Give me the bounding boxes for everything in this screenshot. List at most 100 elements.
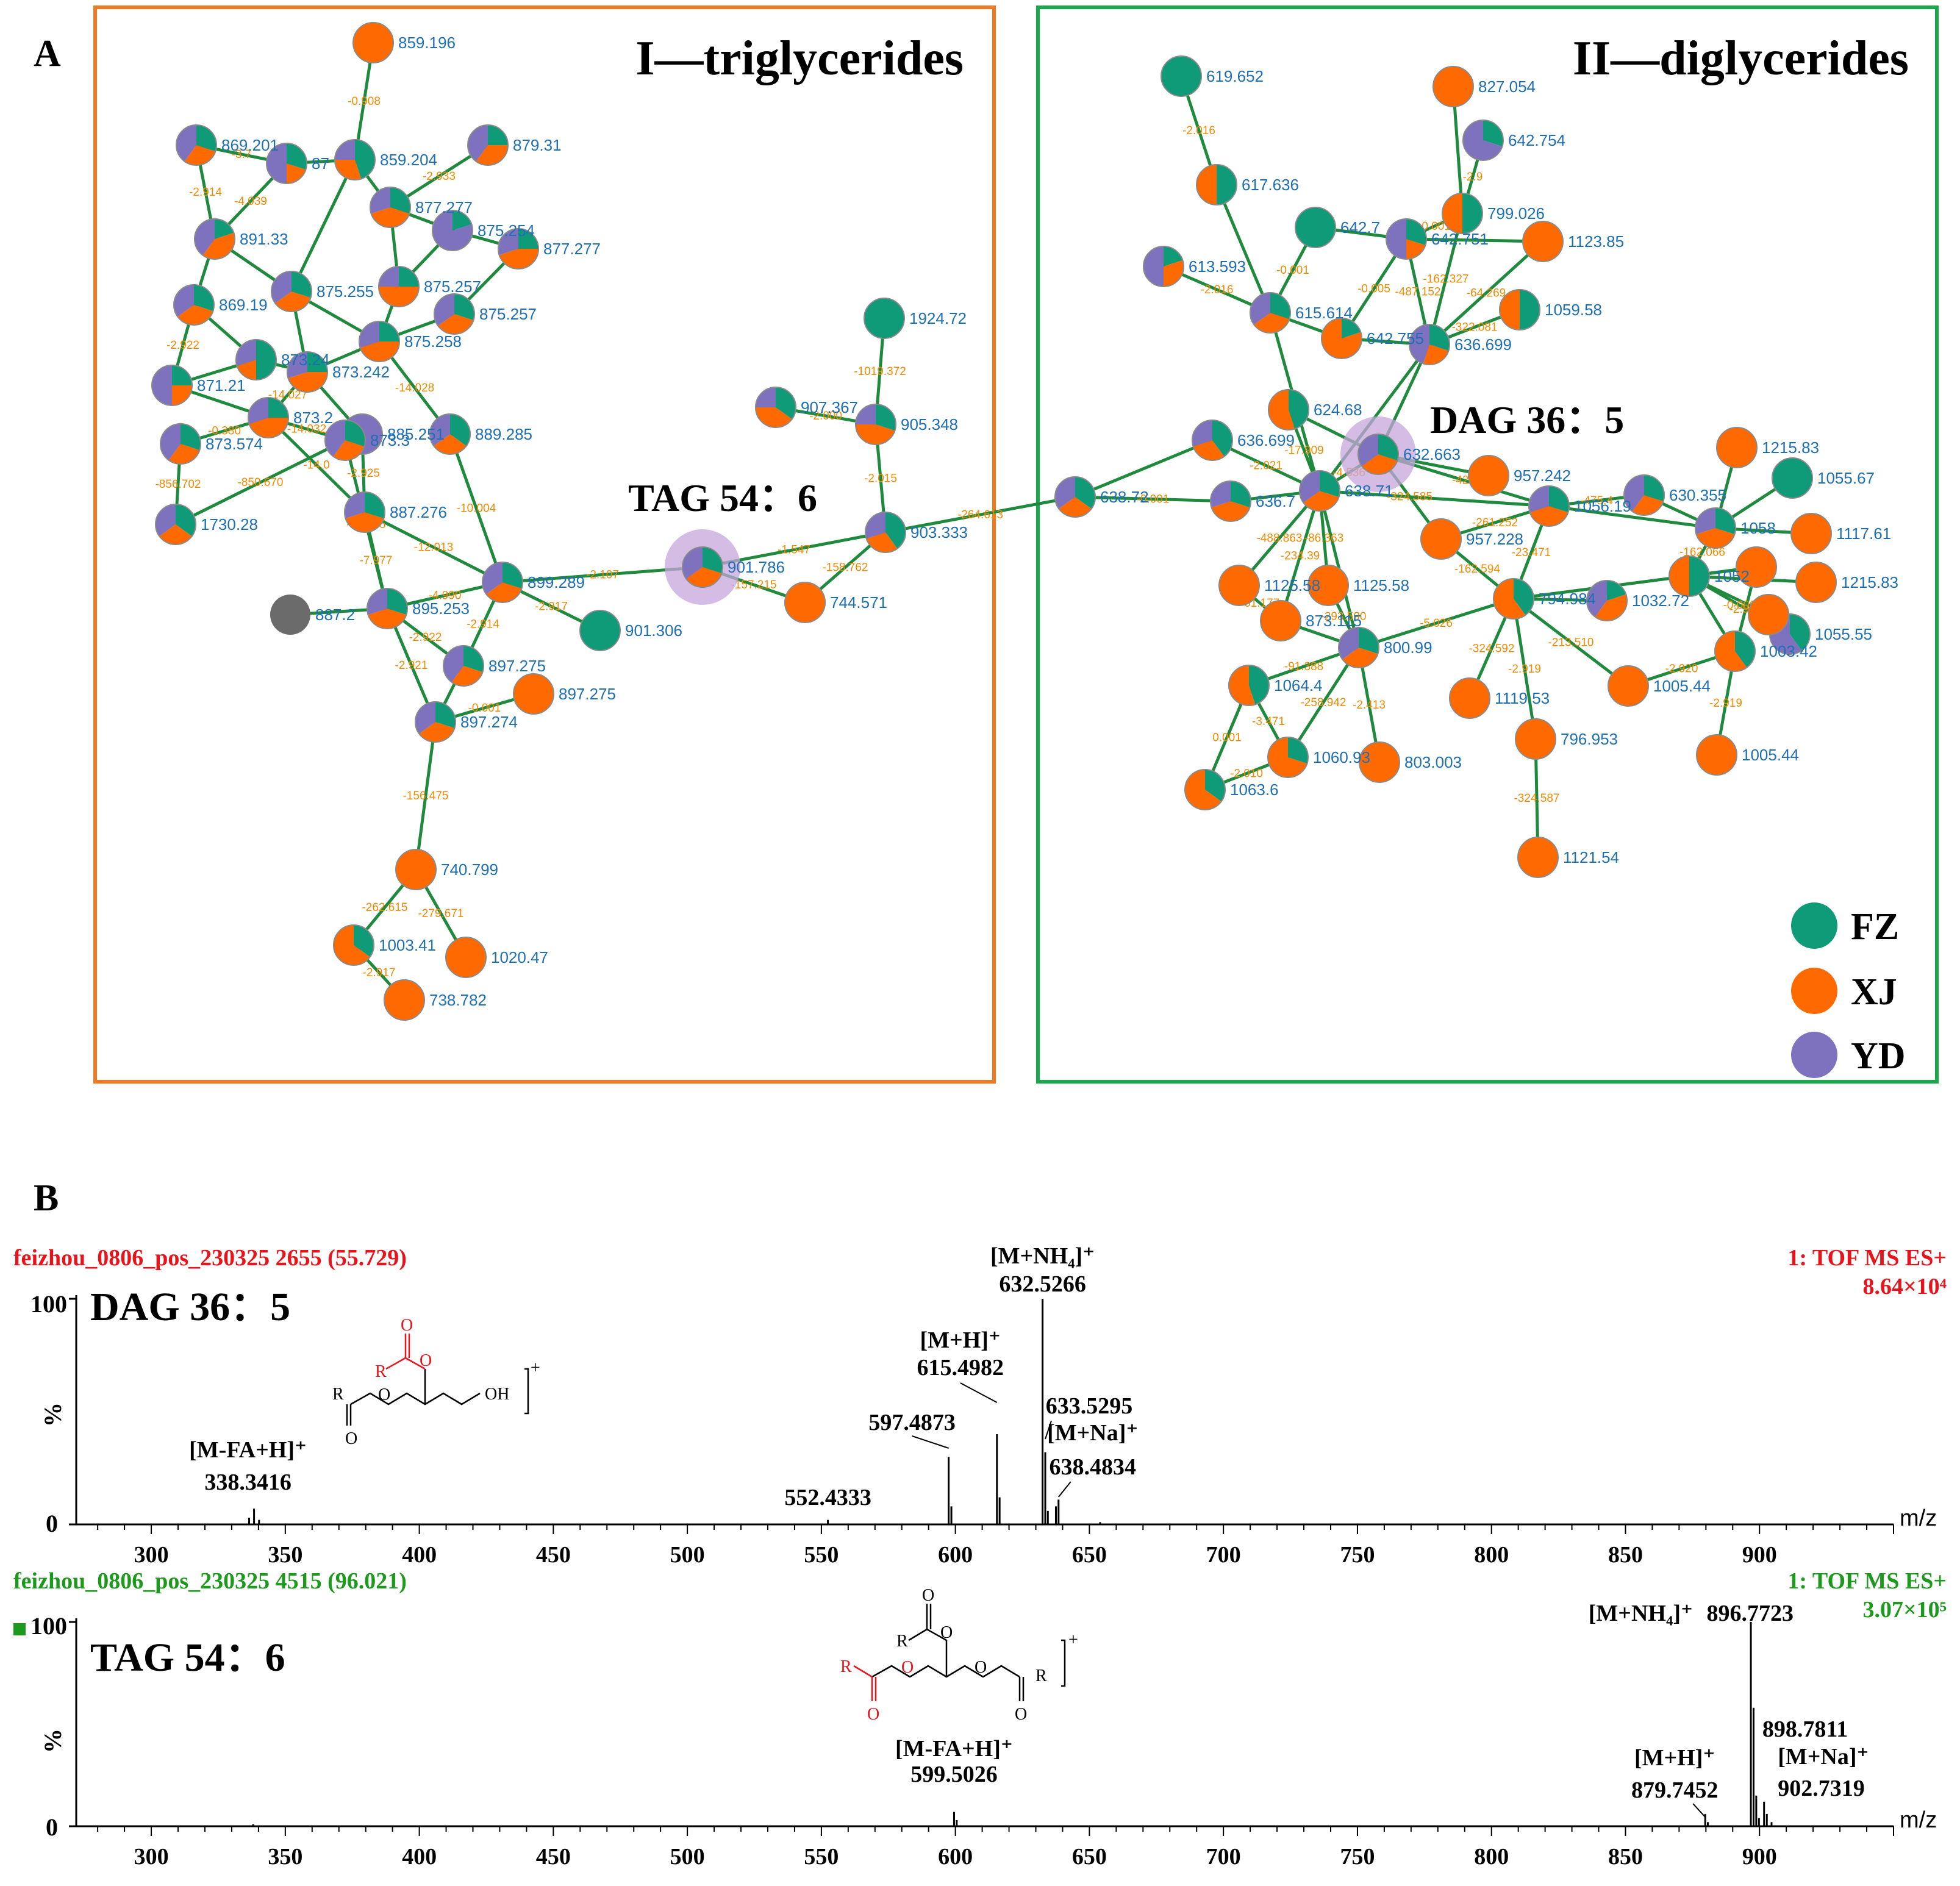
network-node-label: 638.72 — [1100, 488, 1149, 506]
network-node-label: 875.255 — [317, 282, 374, 301]
pie-slice-yd — [443, 646, 463, 682]
pie-slice-xj — [866, 532, 898, 553]
pie-slice-fz — [579, 610, 621, 651]
pie-slice-yd — [865, 512, 885, 539]
pie-slice-xj — [1442, 193, 1462, 234]
network-node — [1696, 734, 1737, 776]
pie-slice-fz — [365, 492, 385, 519]
pie-outline — [1338, 627, 1379, 668]
network-node — [1442, 193, 1483, 234]
edge-weight-label: -2.920 — [1665, 663, 1698, 676]
edge-weight-label: -2.922 — [409, 631, 442, 644]
pie-slice-xj — [1406, 239, 1426, 259]
edge-weight-label: -14.028 — [395, 382, 434, 395]
bottom-y100: 100 — [30, 1612, 67, 1640]
network-node-label: 901.786 — [728, 558, 785, 576]
network-node-label: 738.782 — [429, 991, 487, 1009]
network-node-label: 905.348 — [901, 415, 958, 434]
legend-label-yd: YD — [1851, 1035, 1906, 1077]
pie-slice-xj — [499, 249, 538, 270]
network-edge — [414, 721, 437, 870]
network-node-label: 887.276 — [390, 503, 447, 521]
network-node-label: 891.33 — [240, 230, 288, 248]
network-node-label: 800.99 — [1384, 638, 1432, 657]
pie-slice-yd — [1250, 293, 1270, 325]
pie-slice-yd — [856, 404, 876, 424]
network-node-label: 873.2 — [293, 409, 333, 427]
pie-slice-yd — [1386, 219, 1406, 259]
network-node-label: 642.7 — [1340, 218, 1380, 237]
pie-slice-xj — [1342, 648, 1378, 668]
network-node — [1357, 434, 1399, 475]
pie-slice-xj — [275, 291, 311, 312]
edge-weight-label: -0.001 — [1276, 264, 1309, 277]
pie-slice-fz — [1288, 737, 1308, 764]
pie-slice-yd — [160, 424, 181, 460]
pie-slice-yd — [1587, 580, 1607, 617]
pie-outline — [1143, 246, 1184, 287]
pie-slice-xj — [856, 424, 895, 445]
network-node — [173, 284, 215, 326]
pie-slice-fz — [1270, 293, 1290, 320]
pie-slice-yd — [434, 294, 454, 326]
pie-slice-xj — [249, 418, 288, 438]
peak-value-label: 338.3416 — [204, 1470, 291, 1495]
network-node — [1528, 485, 1570, 527]
edge-weight-label: -264.613 — [957, 509, 1003, 521]
x-tick-label: 550 — [804, 1844, 839, 1870]
pie-slice-yd — [325, 420, 345, 457]
pie-slice-xj — [237, 360, 256, 380]
edge-weight-label: -0.001 — [468, 702, 501, 715]
pie-slice-fz — [454, 294, 475, 321]
pie-slice-fz — [1320, 471, 1340, 498]
network-node-label: 1064.4 — [1274, 676, 1323, 695]
pie-slice-xj — [1059, 497, 1092, 517]
pie-slice-yd — [155, 504, 176, 537]
peak-ion-label: [M+NH₄]⁺ — [1589, 1601, 1693, 1626]
pie-outline — [498, 228, 539, 270]
pie-slice-fz — [1549, 486, 1569, 513]
network-node — [160, 423, 201, 465]
pie-outline — [1357, 434, 1399, 475]
network-node-label: 899.289 — [528, 573, 585, 591]
edge-weight-label: -10.004 — [457, 502, 496, 515]
network-node — [1748, 594, 1789, 635]
edge-weight-label: -2.917 — [535, 601, 568, 613]
pie-slice-xj — [1696, 528, 1735, 548]
pie-slice-fz — [1735, 631, 1755, 668]
edge-weight-label: -488.863 — [1256, 532, 1302, 545]
network-node — [287, 351, 328, 393]
pie-outline — [755, 387, 796, 428]
network-node-label: 1125.58 — [1264, 576, 1320, 595]
pie-slice-xj — [352, 22, 394, 63]
tag-o4: O — [922, 1586, 934, 1605]
network-node — [513, 673, 554, 715]
network-node — [384, 979, 425, 1021]
pie-slice-xj — [287, 163, 306, 184]
pie-slice-xj — [1468, 455, 1509, 496]
network-edge — [885, 495, 1076, 534]
edge-weight-label: -3.7 — [232, 148, 252, 161]
pie-slice-xj — [345, 512, 384, 533]
network-node — [1716, 427, 1758, 468]
network-node-label: 897.275 — [559, 685, 616, 703]
network-node-label: 859.204 — [380, 151, 437, 169]
pie-slice-xj — [1185, 770, 1221, 810]
network-node — [1192, 420, 1233, 461]
network-node-label: 1055.55 — [1815, 625, 1872, 643]
pie-slice-fz — [387, 588, 407, 615]
pie-slice-xj — [513, 673, 554, 715]
pie-slice-yd — [1529, 486, 1549, 513]
network-node — [1250, 292, 1291, 334]
network-node — [1623, 474, 1665, 516]
peak-leader-line — [960, 1382, 998, 1403]
x-tick-label: 900 — [1742, 1844, 1777, 1870]
x-tick-label: 400 — [402, 1542, 437, 1568]
edge-weight-label: -324.592 — [1468, 643, 1514, 655]
network-node — [1260, 600, 1301, 641]
edge-weight-label: -850.670 — [237, 476, 283, 489]
x-tick-label: 750 — [1340, 1844, 1375, 1870]
pie-outline — [176, 124, 217, 166]
pie-outline — [173, 284, 215, 326]
network-node-label: 877.277 — [415, 198, 473, 216]
